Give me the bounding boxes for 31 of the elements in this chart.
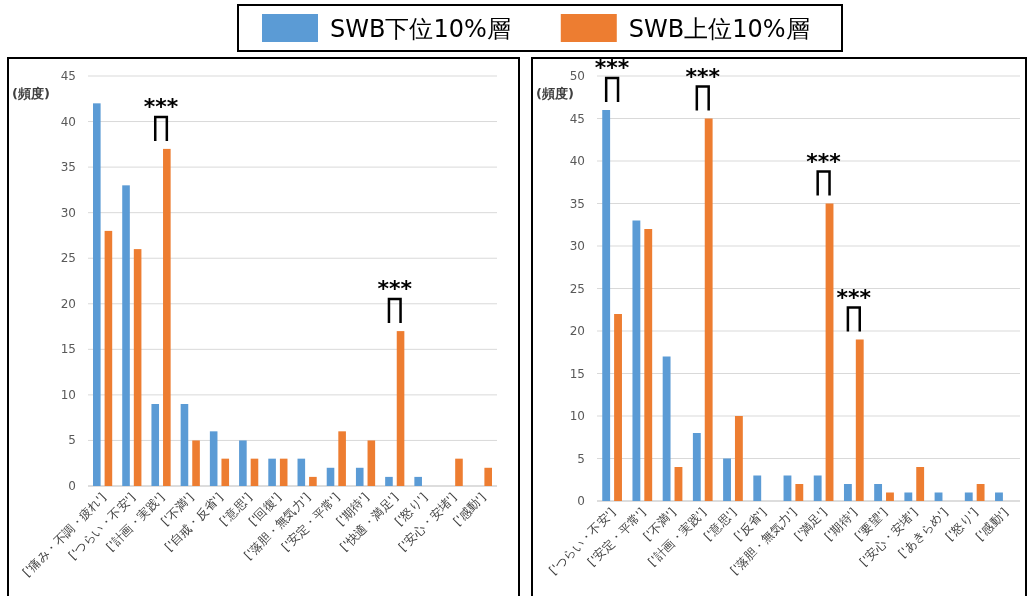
y-tick-label: 5: [68, 433, 76, 448]
y-tick-label: 35: [60, 160, 76, 175]
y-tick-label: 10: [60, 387, 76, 402]
y-tick-label: 40: [60, 114, 76, 129]
y-tick-label: 25: [60, 251, 76, 266]
y-tick-label: 15: [60, 342, 76, 357]
y-tick-label: 0: [577, 494, 585, 508]
y-tick-label: 5: [577, 451, 585, 466]
annotation: ***: [594, 55, 630, 80]
annotation: ***: [836, 284, 872, 310]
y-tick-label: 40: [569, 154, 585, 168]
y-tick-label: 45: [60, 69, 76, 83]
annotation: ***: [685, 63, 721, 89]
y-tick-label: 20: [60, 296, 76, 311]
y-axis-title: (頻度): [536, 86, 574, 101]
y-tick-label: 35: [569, 196, 585, 211]
annotation: ***: [143, 93, 179, 119]
y-tick-label: 15: [569, 366, 585, 381]
annotation: ***: [806, 148, 842, 174]
y-tick-label: 30: [60, 205, 76, 220]
y-tick-label: 30: [569, 239, 585, 253]
y-tick-label: 20: [569, 324, 585, 338]
legend-label: SWB下位10%層: [330, 15, 511, 43]
y-tick-label: 45: [569, 111, 585, 126]
legend-label: SWB上位10%層: [628, 15, 810, 43]
annotation: ***: [377, 276, 413, 302]
y-axis-title: (頻度): [12, 86, 50, 101]
y-tick-label: 0: [68, 479, 76, 493]
y-tick-label: 10: [569, 409, 585, 423]
y-tick-label: 25: [569, 281, 585, 296]
y-tick-label: 50: [569, 69, 585, 83]
